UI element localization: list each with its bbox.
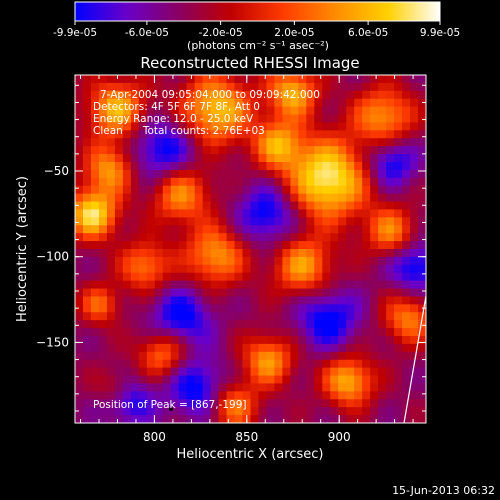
- info-annotations: 7-Apr-2004 09:05:04.000 to 09:09:42.000 …: [93, 89, 320, 411]
- y-tick-label: −50: [44, 164, 69, 178]
- axis-ticks: 800 850 900 −50 −100 −150: [36, 75, 426, 444]
- annotation-clean-counts: Clean Total counts: 2.76E+03: [93, 125, 265, 137]
- colorbar-unit-label: (photons cm⁻² s⁻¹ asec⁻²): [187, 39, 329, 52]
- x-axis-label: Heliocentric X (arcsec): [177, 447, 324, 462]
- annotation-peak-position: Position of Peak = [867,-199]: [93, 399, 247, 411]
- heatmap-image: [75, 75, 426, 423]
- solar-limb-line: [403, 295, 426, 423]
- colorbar-tick-label: 6.0e-05: [348, 27, 388, 39]
- annotation-time-range: 7-Apr-2004 09:05:04.000 to 09:09:42.000: [100, 89, 320, 101]
- colorbar-tick-label: -6.0e-05: [125, 27, 169, 39]
- y-tick-label: −100: [36, 250, 69, 264]
- colorbar: -9.9e-05 -6.0e-05 -2.0e-05 2.0e-05 6.0e-05 9.…: [53, 1, 460, 52]
- colorbar-ticks: -9.9e-05 -6.0e-05 -2.0e-05 2.0e-05 6.0e-05 9.…: [53, 21, 460, 39]
- colorbar-tick-label: -2.0e-05: [199, 27, 243, 39]
- peak-marker: [169, 407, 173, 411]
- footer-timestamp: 15-Jun-2013 06:32: [392, 484, 495, 497]
- colorbar-tick-label: 2.0e-05: [274, 27, 314, 39]
- plot-area: 800 850 900 −50 −100 −150: [36, 74, 427, 444]
- colorbar-tick-label: 9.9e-05: [420, 27, 460, 39]
- colorbar-tick-label: -9.9e-05: [53, 27, 97, 39]
- chart-title: Reconstructed RHESSI Image: [140, 54, 359, 72]
- x-tick-label: 900: [328, 430, 351, 444]
- y-tick-label: −150: [36, 335, 69, 349]
- plot-frame: [74, 74, 427, 424]
- y-axis-label: Heliocentric Y (arcsec): [15, 176, 30, 322]
- colorbar-bar: [74, 1, 441, 22]
- x-tick-label: 800: [143, 430, 166, 444]
- x-tick-label: 850: [235, 430, 258, 444]
- annotation-detectors: Detectors: 4F 5F 6F 7F 8F, Att 0: [93, 101, 260, 113]
- annotation-energy-range: Energy Range: 12.0 - 25.0 keV: [93, 113, 254, 125]
